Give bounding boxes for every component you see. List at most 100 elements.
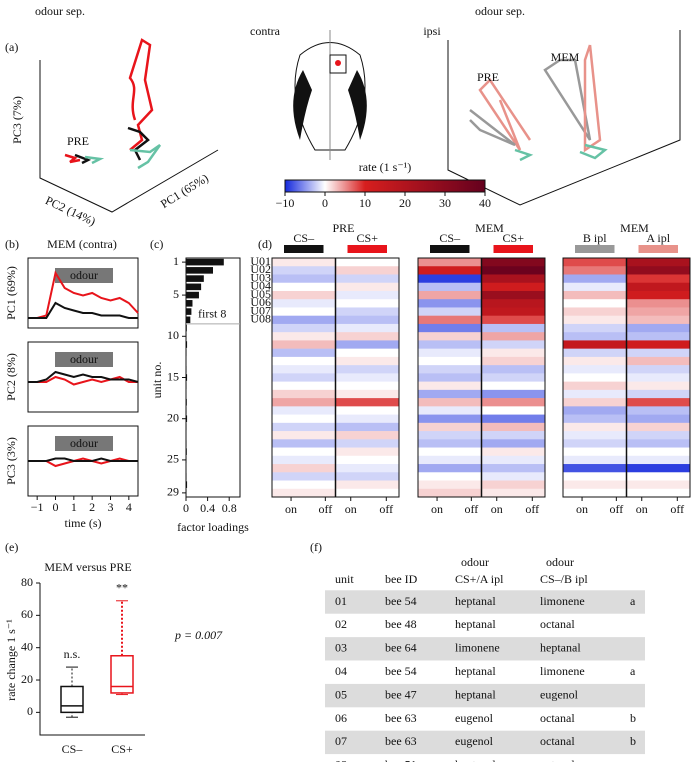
y-tick-label: 20 (21, 672, 33, 686)
heat-cell (626, 348, 690, 358)
x-tick-label: 4 (126, 500, 132, 514)
heat-cell (481, 414, 545, 424)
bar (186, 407, 187, 414)
heat-cell (418, 274, 482, 284)
traj-pre-csplus (64, 153, 81, 164)
heat-cell (418, 266, 482, 275)
trace (28, 375, 138, 386)
bar (186, 473, 187, 480)
heat-cell (563, 274, 627, 284)
heat-cell (418, 340, 482, 349)
y-tick-label: 40 (21, 639, 33, 653)
table-cell: b (630, 711, 636, 725)
table-cell: bee 63 (385, 711, 417, 725)
table-cell: eugenol (540, 687, 579, 701)
heat-cell (626, 414, 690, 424)
traj-mem-baseline (129, 143, 162, 170)
table-cell: eugenol (455, 711, 494, 725)
x-tick-label: off (670, 502, 684, 516)
y-label: unit no. (150, 362, 164, 399)
heat-cell (418, 480, 482, 490)
traj-right-b (469, 109, 516, 147)
heat-cell (418, 282, 482, 292)
table-cell: limonene (455, 641, 500, 655)
heat-cell (481, 381, 545, 391)
plot-frame (271, 257, 400, 498)
heat-cell (563, 389, 627, 399)
unit-label: U07 (250, 303, 271, 317)
box (110, 655, 134, 694)
heat-cell (481, 348, 545, 358)
x-tick-label: 1 (71, 500, 77, 514)
heat-cell (563, 381, 627, 391)
table-cell: octanal (540, 617, 575, 631)
table-cell: heptanal (455, 617, 496, 631)
heat-cell (481, 299, 545, 308)
heat-cell (481, 472, 545, 481)
electrode (335, 60, 341, 66)
heat-cell (418, 332, 482, 341)
bar (186, 341, 188, 348)
odour-box (55, 436, 113, 451)
odour-box (55, 352, 113, 367)
heat-cell (272, 422, 336, 432)
table-cell: limonene (540, 664, 585, 678)
bar (186, 267, 213, 274)
heat-cell (481, 274, 545, 284)
heat-cell (481, 315, 545, 325)
heat-cell (418, 307, 482, 316)
x-tick-label: on (576, 502, 588, 516)
bar (186, 415, 188, 423)
heat-cell (626, 282, 690, 292)
panel-title: MEM versus PRE (44, 560, 131, 574)
table-cell: b (630, 734, 636, 748)
heat-cell (272, 406, 336, 415)
session-label: MEM (551, 50, 580, 64)
side-label: ipsi (423, 24, 441, 38)
traj-pre-csminus (74, 153, 92, 165)
heat-cell (335, 356, 399, 366)
heat-cell (418, 431, 482, 440)
bar (186, 374, 188, 381)
heat-cell (626, 422, 690, 432)
header: odour sep. (475, 4, 525, 18)
eye-left (293, 70, 312, 140)
heat-cell (563, 258, 627, 267)
heat-cell (418, 472, 482, 481)
traj-right-base2 (514, 148, 534, 162)
y-label: PC3 (3%) (4, 437, 18, 485)
x-tick-label: −1 (31, 500, 44, 514)
heatmap-title: PRE (332, 221, 354, 235)
heat-cell (481, 398, 545, 407)
table-header: bee ID (385, 572, 418, 586)
colorbar-tick-label: 30 (439, 196, 451, 210)
heat-cell (626, 447, 690, 457)
heat-cell (626, 406, 690, 415)
table-cell: bee 47 (385, 687, 417, 701)
heat-cell (481, 431, 545, 440)
unit-label: U06 (250, 295, 271, 309)
condition-label: CS+ (503, 231, 525, 245)
heat-cell (335, 340, 399, 349)
bar (186, 423, 187, 431)
heat-cell (481, 373, 545, 382)
x-tick-label: off (525, 502, 539, 516)
unit-label: U03 (250, 270, 271, 284)
heat-cell (418, 315, 482, 325)
heat-cell (272, 290, 336, 300)
table-header: CS–/B ipl (540, 572, 588, 586)
heat-cell (335, 258, 399, 267)
heat-cell (418, 414, 482, 424)
session-label: PRE (477, 70, 499, 84)
heat-cell (626, 290, 690, 300)
heat-cell (335, 365, 399, 374)
condition-label: B ipl (583, 231, 607, 245)
bar (186, 481, 188, 488)
axis-label: PC3 (7%) (10, 96, 24, 144)
odour-label: odour (70, 352, 98, 366)
heat-cell (418, 373, 482, 382)
heat-cell (563, 488, 627, 498)
condition-bar (575, 245, 615, 253)
bar (186, 308, 192, 315)
